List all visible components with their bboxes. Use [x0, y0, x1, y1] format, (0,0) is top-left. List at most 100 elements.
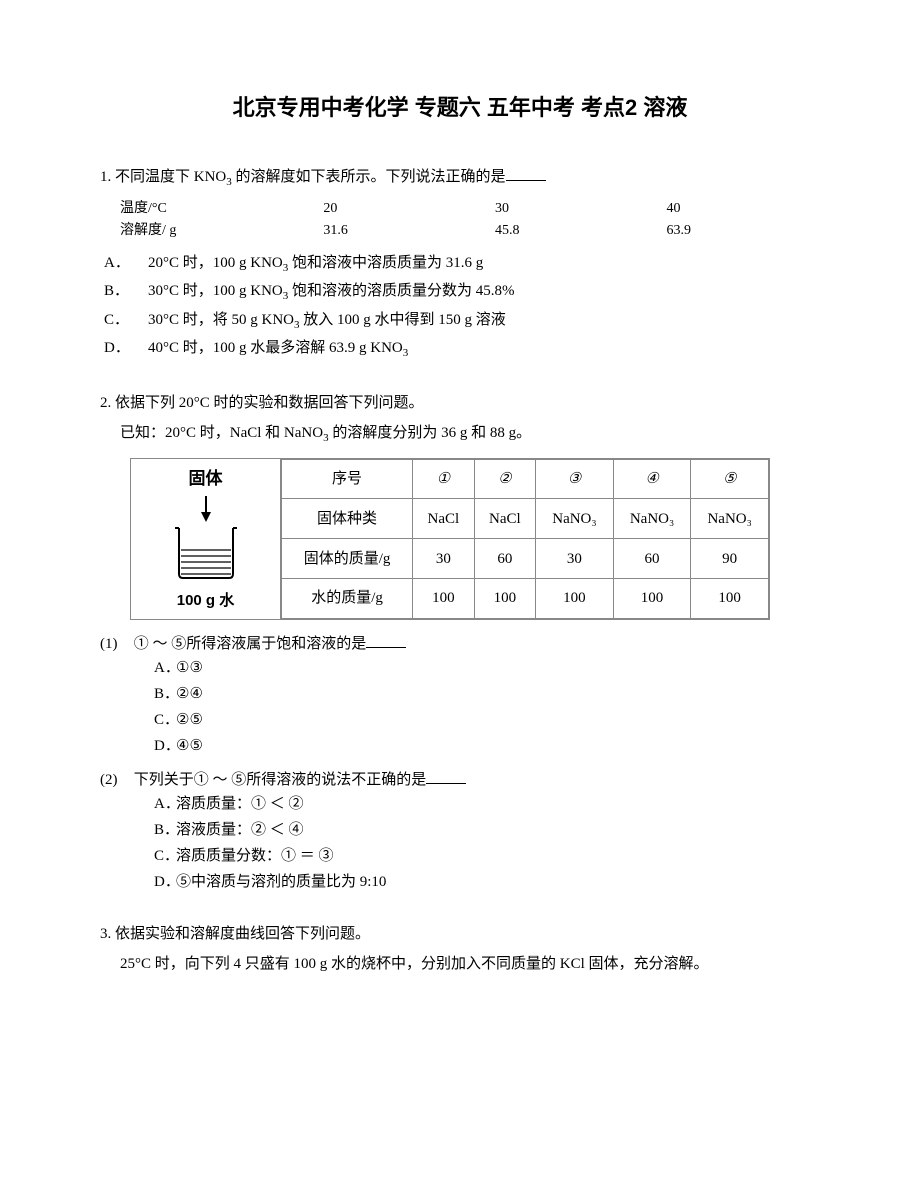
sub-label: (1): [100, 632, 130, 656]
q1-text-b: 的溶解度如下表所示。下列说法正确的是: [232, 169, 506, 185]
opt-text: 30°C 时，将 50 g KNO: [148, 312, 294, 328]
water-label: 100 g 水: [177, 589, 235, 613]
opt-letter: B．: [154, 682, 176, 706]
experiment-figure: 固体 100 g 水 序号 ① ② ③: [130, 458, 770, 620]
tt-h3: 30: [495, 198, 649, 220]
opt-text: 溶质质量：① ＜ ②: [176, 796, 304, 812]
opt-text: ②⑤: [176, 712, 203, 728]
tt-h4: 40: [666, 198, 820, 220]
cell: ④: [613, 459, 691, 499]
tt-r2: 31.6: [323, 220, 477, 242]
opt-text: 放入 100 g 水中得到 150 g 溶液: [300, 312, 506, 328]
opt-letter: D．: [154, 870, 176, 894]
opt-letter: D．: [154, 734, 176, 758]
blank: [426, 770, 466, 784]
sub-opt-c: C．溶质质量分数：① ＝ ③: [154, 844, 820, 868]
opt-text: 30°C 时，100 g KNO: [148, 283, 283, 299]
opt-text: 饱和溶液中溶质质量为 31.6 g: [288, 255, 483, 271]
beaker-icon: [161, 494, 251, 589]
q2-text: 依据下列 20°C 时的实验和数据回答下列问题。: [115, 395, 424, 411]
q1-opt-b: B．30°C 时，100 g KNO3 饱和溶液的溶质质量分数为 45.8%: [100, 279, 820, 306]
opt-letter: C．: [120, 308, 148, 332]
sub-label: (2): [100, 768, 130, 792]
cell: 30: [536, 539, 614, 579]
sub-opt-b: B．②④: [154, 682, 820, 706]
cell: ①: [413, 459, 475, 499]
cell: 100: [413, 578, 475, 618]
tt-h2: 20: [323, 198, 477, 220]
q3-num: 3.: [100, 926, 111, 942]
blank: [506, 167, 546, 181]
opt-letter: A．: [154, 656, 176, 680]
page-title: 北京专用中考化学 专题六 五年中考 考点2 溶液: [100, 90, 820, 125]
cell: ⑤: [691, 459, 769, 499]
cell: 60: [613, 539, 691, 579]
q1-num: 1.: [100, 169, 111, 185]
table-row: 固体种类 NaCl NaCl NaNO₃ NaNO₃ NaNO₃: [282, 499, 769, 539]
cell: 100: [474, 578, 536, 618]
question-2: 2. 依据下列 20°C 时的实验和数据回答下列问题。 已知：20°C 时，Na…: [100, 391, 820, 894]
opt-text: ②④: [176, 686, 203, 702]
cell: ③: [536, 459, 614, 499]
opt-text: 饱和溶液的溶质质量分数为 45.8%: [288, 283, 514, 299]
cell: 100: [613, 578, 691, 618]
opt-text: ①③: [176, 660, 203, 676]
opt-text: 40°C 时，100 g 水最多溶解 63.9 g KNO: [148, 340, 403, 356]
opt-letter: B．: [120, 279, 148, 303]
sub2-stem: (2) 下列关于① ～ ⑤所得溶液的说法不正确的是: [100, 768, 820, 792]
q2-sub2: (2) 下列关于① ～ ⑤所得溶液的说法不正确的是 A．溶质质量：① ＜ ② B…: [100, 768, 820, 894]
cell: 固体的质量/g: [282, 539, 413, 579]
sub-text: 下列关于① ～ ⑤所得溶液的说法不正确的是: [134, 772, 427, 788]
question-1: 1. 不同温度下 KNO3 的溶解度如下表所示。下列说法正确的是 温度/°C 2…: [100, 165, 820, 363]
opt-text: 溶质质量分数：① ＝ ③: [176, 848, 334, 864]
opt-letter: D．: [120, 336, 148, 360]
sub-opt-a: A．溶质质量：① ＜ ②: [154, 792, 820, 816]
cell: 100: [536, 578, 614, 618]
cell: NaNO₃: [691, 499, 769, 539]
cell: NaCl: [413, 499, 475, 539]
opt-letter: C．: [154, 708, 176, 732]
opt-text: ④⑤: [176, 738, 203, 754]
opt-sub: 3: [403, 347, 409, 359]
solid-label: 固体: [189, 465, 223, 492]
q3-text: 依据实验和溶解度曲线回答下列问题。: [115, 926, 370, 942]
opt-letter: A．: [120, 251, 148, 275]
cell: 固体种类: [282, 499, 413, 539]
sub2-opts: A．溶质质量：① ＜ ② B．溶液质量：② ＜ ④ C．溶质质量分数：① ＝ ③…: [100, 792, 820, 894]
q1-text-a: 不同温度下 KNO: [115, 169, 226, 185]
q1-opt-a: A．20°C 时，100 g KNO3 饱和溶液中溶质质量为 31.6 g: [100, 251, 820, 278]
beaker-diagram: 固体 100 g 水: [131, 459, 281, 619]
tt-r1: 溶解度/ g: [120, 220, 305, 242]
blank: [366, 634, 406, 648]
q2-num: 2.: [100, 395, 111, 411]
q1-temp-table: 温度/°C 20 30 40 溶解度/ g 31.6 45.8 63.9: [120, 198, 820, 243]
cell: NaCl: [474, 499, 536, 539]
question-3: 3. 依据实验和溶解度曲线回答下列问题。 25°C 时，向下列 4 只盛有 10…: [100, 922, 820, 976]
q2-given-b: 的溶解度分别为 36 g 和 88 g。: [329, 425, 532, 441]
opt-text: 溶液质量：② ＜ ④: [176, 822, 304, 838]
table-row: 序号 ① ② ③ ④ ⑤: [282, 459, 769, 499]
tt-h1: 温度/°C: [120, 198, 305, 220]
sub-opt-d: D．④⑤: [154, 734, 820, 758]
q2-sub1: (1) ① ～ ⑤所得溶液属于饱和溶液的是 A．①③ B．②④ C．②⑤ D．④…: [100, 632, 820, 758]
sub-opt-a: A．①③: [154, 656, 820, 680]
opt-text: ⑤中溶质与溶剂的质量比为 9:10: [176, 874, 386, 890]
cell: NaNO₃: [613, 499, 691, 539]
sub1-opts: A．①③ B．②④ C．②⑤ D．④⑤: [100, 656, 820, 758]
sub-text: ① ～ ⑤所得溶液属于饱和溶液的是: [134, 636, 367, 652]
tt-r4: 63.9: [666, 220, 820, 242]
sub-opt-b: B．溶液质量：② ＜ ④: [154, 818, 820, 842]
cell: 序号: [282, 459, 413, 499]
table-row: 固体的质量/g 30 60 30 60 90: [282, 539, 769, 579]
opt-letter: C．: [154, 844, 176, 868]
cell: 100: [691, 578, 769, 618]
q1-stem: 1. 不同温度下 KNO3 的溶解度如下表所示。下列说法正确的是: [100, 165, 820, 192]
table-row: 水的质量/g 100 100 100 100 100: [282, 578, 769, 618]
cell: 90: [691, 539, 769, 579]
cell: NaNO₃: [536, 499, 614, 539]
opt-letter: A．: [154, 792, 176, 816]
sub-opt-c: C．②⑤: [154, 708, 820, 732]
cell: 30: [413, 539, 475, 579]
cell: ②: [474, 459, 536, 499]
experiment-table: 序号 ① ② ③ ④ ⑤ 固体种类 NaCl NaCl NaNO₃ NaNO₃ …: [281, 459, 769, 619]
